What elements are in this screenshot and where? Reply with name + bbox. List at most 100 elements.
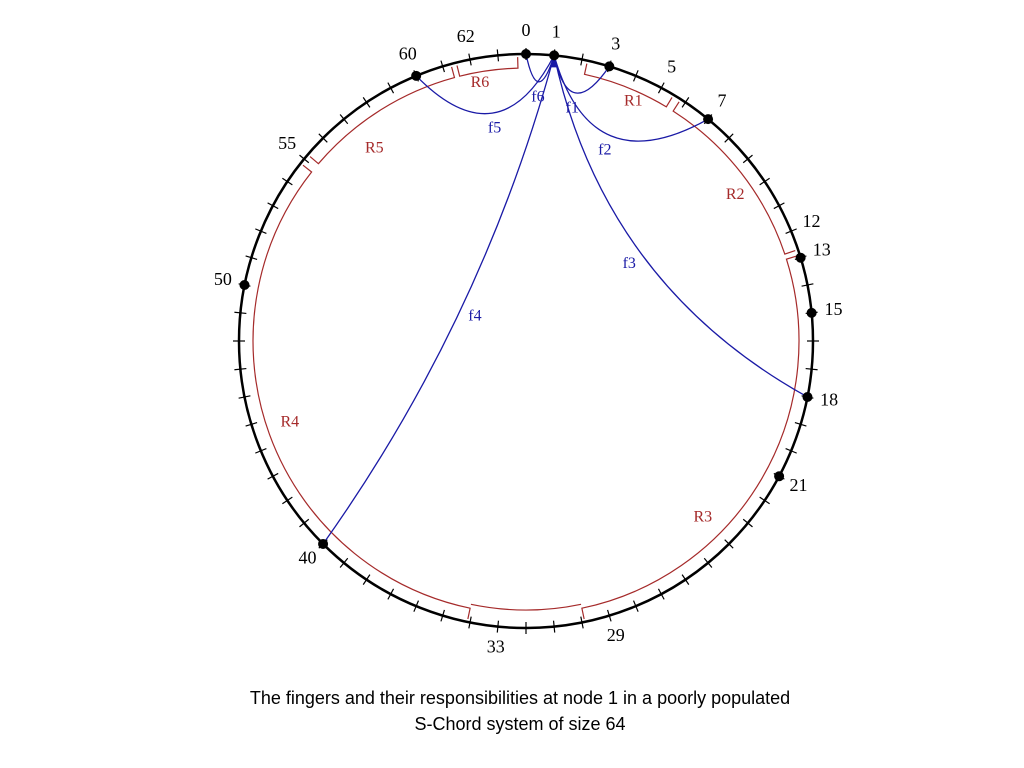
ring-tick: [657, 588, 665, 600]
finger-arc: [553, 55, 808, 398]
node-label: 1: [552, 22, 561, 42]
region-bracket: [583, 63, 673, 108]
finger-arc: [525, 53, 555, 83]
node-label: 60: [399, 44, 417, 64]
region-label: R2: [726, 186, 745, 203]
region-label: R4: [280, 414, 299, 431]
node-dot: [239, 280, 250, 291]
finger-label: f4: [468, 308, 481, 325]
region-bracket: [581, 255, 800, 620]
ring-tick: [759, 177, 770, 186]
ring-tick: [632, 70, 639, 82]
ring-tick: [773, 202, 785, 210]
node-label: 5: [667, 57, 676, 77]
ring-tick: [632, 600, 639, 612]
ring-tick: [468, 53, 472, 66]
ring-tick: [805, 367, 818, 371]
node-dot: [806, 307, 817, 318]
ring-tick: [552, 620, 556, 633]
node-dot: [802, 391, 813, 402]
region-bracket: [470, 603, 582, 611]
region-label: R3: [693, 508, 712, 525]
region-label: R5: [365, 139, 384, 156]
ring-tick: [234, 311, 247, 315]
node-label: 21: [790, 475, 808, 495]
ring-tick: [299, 154, 310, 164]
caption-line: S-Chord system of size 64: [414, 714, 626, 734]
finger-label: f3: [623, 255, 636, 272]
ring-tick: [440, 60, 446, 73]
finger-arc: [553, 55, 709, 142]
ring-tick: [681, 574, 690, 585]
ring-tick: [801, 283, 814, 287]
ring-tick: [238, 395, 251, 399]
ring-tick: [496, 620, 500, 633]
ring-tick: [282, 177, 293, 186]
ring-tick: [282, 496, 293, 505]
ring-tick: [362, 97, 371, 108]
ring-tick: [339, 557, 349, 568]
finger-arc: [415, 55, 555, 115]
ring-tick: [681, 97, 690, 108]
region-bracket: [672, 101, 796, 255]
ring-tick: [785, 447, 797, 454]
node-label: 62: [457, 26, 475, 46]
region-label: R1: [624, 93, 643, 110]
node-dot: [411, 70, 422, 81]
region-bracket: [456, 57, 519, 77]
node-label: 12: [802, 211, 820, 231]
ring-tick: [255, 228, 267, 235]
node-dot: [604, 61, 615, 72]
finger-label: f6: [531, 88, 544, 105]
region-bracket: [309, 66, 456, 165]
finger-label: f2: [598, 141, 611, 158]
ring-tick: [742, 518, 753, 528]
ring-tick: [267, 472, 279, 480]
node-dot: [774, 471, 785, 482]
node-label: 0: [522, 20, 531, 40]
ring-tick: [703, 557, 713, 568]
node-label: 3: [611, 33, 620, 53]
ring-tick: [580, 616, 584, 629]
node-label: 15: [825, 299, 843, 319]
ring-tick: [785, 228, 797, 235]
ring-tick: [299, 518, 310, 528]
finger-label: f5: [488, 120, 501, 137]
node-label: 50: [214, 269, 232, 289]
node-label: 18: [820, 389, 838, 409]
ring-tick: [724, 539, 734, 549]
node-label: 55: [278, 133, 296, 153]
node-dot: [795, 252, 806, 263]
ring-tick: [234, 367, 247, 371]
ring-tick: [724, 133, 734, 143]
finger-arc: [322, 55, 555, 545]
node-label: 29: [607, 625, 625, 645]
node-label: 40: [299, 548, 317, 568]
caption-line: The fingers and their responsibilities a…: [249, 688, 791, 708]
ring-tick: [413, 600, 420, 612]
ring-tick: [245, 255, 258, 261]
source-arrow: [550, 57, 559, 68]
ring-tick: [606, 609, 612, 622]
node-label: 7: [718, 90, 727, 110]
ring-tick: [318, 133, 328, 143]
node-dot: [549, 50, 560, 61]
node-label: 33: [487, 637, 505, 657]
node-dot: [703, 114, 714, 125]
node-dot: [521, 49, 531, 59]
ring-tick: [387, 82, 395, 94]
ring-tick: [657, 82, 665, 94]
ring-tick: [387, 588, 395, 600]
node-label: 13: [813, 239, 831, 259]
ring-tick: [362, 574, 371, 585]
ring-tick: [440, 609, 446, 622]
ring-tick: [759, 496, 770, 505]
ring-tick: [255, 447, 267, 454]
ring-tick: [742, 154, 753, 164]
region-bracket: [252, 164, 471, 620]
ring-tick: [496, 49, 500, 62]
ring-tick: [267, 202, 279, 210]
ring-tick: [580, 53, 584, 66]
ring-tick: [245, 421, 258, 427]
